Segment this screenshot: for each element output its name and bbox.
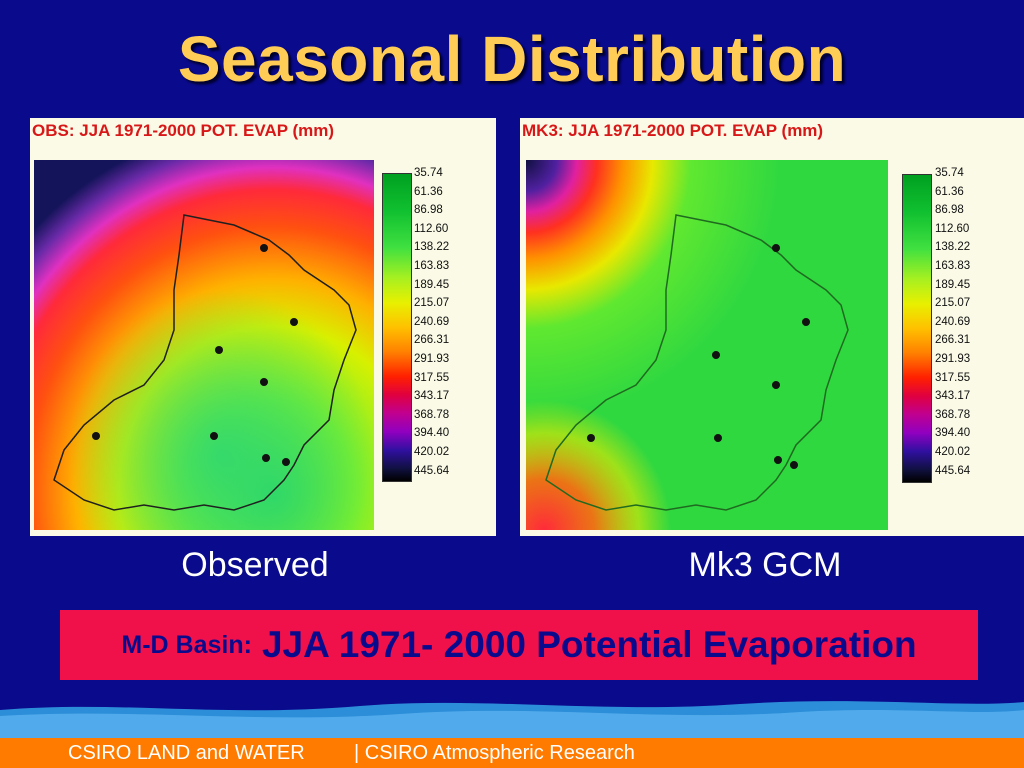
basin-outline: [53, 214, 357, 511]
basin-outline: [545, 214, 849, 511]
footer-left-text: CSIRO LAND and WATER: [68, 742, 305, 764]
model-map-panel: MK3: JJA 1971-2000 POT. EVAP (mm): [520, 118, 1024, 536]
model-caption: Mk3 GCM: [688, 546, 842, 584]
observed-evaporation-map: [34, 160, 374, 530]
model-legend-labels: 35.74 61.36 86.98 112.60 138.22 163.83 189.45 2…: [935, 167, 971, 477]
station-markers: [587, 244, 810, 469]
observed-panel-title: OBS: JJA 1971-2000 POT. EVAP (mm): [32, 121, 335, 140]
slide-title: Seasonal Distribution: [177, 23, 847, 95]
banner-main-text: JJA 1971- 2000 Potential Evaporation: [261, 624, 917, 665]
observed-caption: Observed: [181, 546, 329, 584]
model-evaporation-map: [526, 160, 888, 530]
model-panel-title: MK3: JJA 1971-2000 POT. EVAP (mm): [522, 121, 824, 140]
observed-color-legend: [382, 173, 412, 482]
footer-right-text: | CSIRO Atmospheric Research: [354, 742, 635, 764]
station-markers: [92, 244, 298, 466]
observed-map-panel: OBS: JJA 1971-2000 POT. EVAP (mm): [30, 118, 496, 536]
decorative-wave: [0, 701, 1024, 738]
footer-bar: CSIRO LAND and WATER | CSIRO Atmospheric…: [0, 738, 1024, 768]
banner-prefix: M-D Basin:: [121, 630, 252, 659]
topic-banner: M-D Basin: JJA 1971- 2000 Potential Evap…: [60, 610, 978, 680]
observed-legend-labels: 35.74 61.36 86.98 112.60 138.22 163.83 189.45 2…: [414, 167, 450, 477]
model-color-legend: [902, 174, 932, 483]
